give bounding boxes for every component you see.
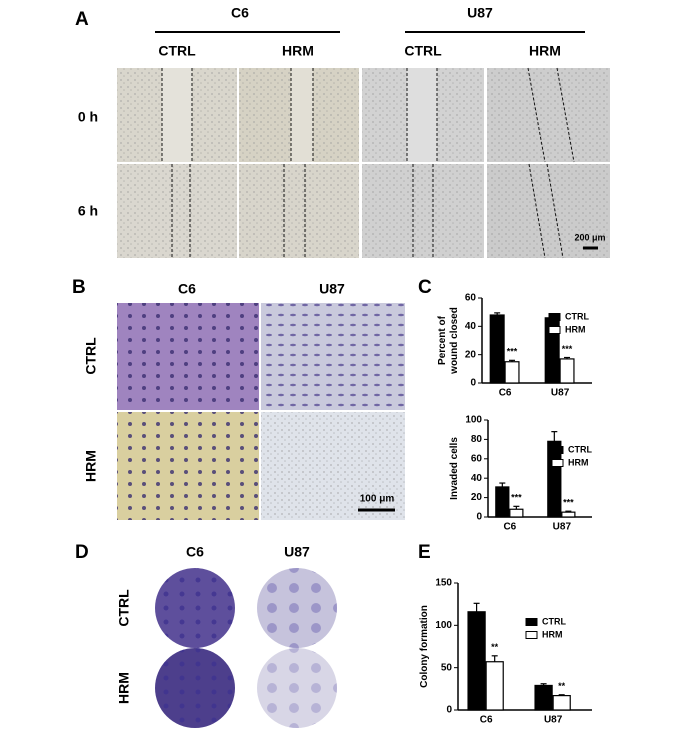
legend-label: CTRL [542,616,566,626]
error-bar [473,602,480,612]
bar [561,511,576,518]
row-label: HRM [83,450,99,482]
y-tick-label: 100 [465,415,482,426]
column-label: U87 [284,544,310,560]
column-label: C6 [186,544,204,560]
legend-label: HRM [568,457,589,467]
panel-label: D [75,542,89,563]
error-bar [564,356,571,359]
condition-label: HRM [529,43,561,59]
legend-swatch [548,313,561,321]
y-tick-label: 0 [476,512,482,523]
error-bar [499,482,506,487]
y-axis-label-line: Colony formation [419,605,430,688]
scale-label: 200 μm [574,232,605,242]
y-axis-label: Colony formation [419,605,430,688]
y-tick-label: 20 [465,349,477,360]
y-axis-label: Invaded cells [449,437,460,500]
row-label: CTRL [116,589,132,627]
column-label: U87 [319,281,345,297]
legend-label: HRM [565,324,586,334]
x-tick-label: U87 [544,715,563,726]
wound-images [117,31,610,259]
legend-swatch [525,618,538,626]
y-axis-label-line: Percent of [437,315,448,365]
time-label: 0 h [78,109,98,125]
colony-plates [155,568,337,728]
scale-label: 100 μm [360,494,395,505]
y-tick-label: 60 [465,293,477,304]
y-tick-label: 40 [471,473,483,484]
x-tick-label: C6 [499,388,512,399]
invasion-images [117,303,405,520]
x-tick-label: C6 [480,715,493,726]
legend-swatch [525,631,538,639]
panel-label: E [418,542,431,563]
bar [509,508,524,518]
significance-marker: *** [563,498,574,508]
error-bar [513,505,520,510]
legend-swatch [551,446,564,454]
bar [467,611,486,711]
y-tick-label: 0 [446,705,452,716]
y-tick-label: 150 [435,578,452,589]
legend-label: HRM [542,629,563,639]
y-axis-label-line: wound closed [449,307,460,375]
y-tick-label: 60 [471,453,483,464]
y-tick-label: 40 [465,321,477,332]
error-bar [509,359,516,362]
condition-label: CTRL [404,43,442,59]
y-tick-label: 50 [441,662,453,673]
bar [485,661,504,711]
significance-marker: ** [558,681,566,691]
legend-label: CTRL [565,311,589,321]
significance-marker: *** [562,344,573,354]
significance-marker: *** [507,347,518,357]
error-bar [540,683,547,686]
column-label: C6 [178,281,196,297]
error-bar [565,510,572,513]
y-axis-label-line: Invaded cells [449,437,460,500]
bar [504,361,520,384]
x-tick-label: U87 [551,388,570,399]
time-label: 6 h [78,203,98,219]
legend-swatch [551,459,564,467]
significance-marker: ** [491,642,499,652]
row-label: CTRL [83,337,99,375]
group-label: U87 [467,5,493,21]
y-axis-label: Percent ofwound closed [437,307,460,375]
panel-label: A [75,9,89,30]
y-tick-label: 100 [435,620,452,631]
y-tick-label: 0 [470,378,476,389]
group-label: C6 [231,5,249,21]
bar [495,486,510,518]
bar [534,684,553,711]
condition-label: HRM [282,43,314,59]
row-label: HRM [116,672,132,704]
error-bar [558,694,565,696]
error-bar [494,312,501,315]
condition-label: CTRL [158,43,196,59]
y-tick-label: 20 [471,492,483,503]
x-tick-label: U87 [553,522,572,533]
bar [552,695,571,711]
y-tick-label: 80 [471,434,483,445]
panel-label: C [418,277,432,298]
error-bar [551,431,558,442]
error-bar [491,655,498,662]
bar [489,314,505,384]
significance-marker: *** [511,493,522,503]
x-tick-label: C6 [503,522,516,533]
legend-swatch [548,326,561,334]
panel-label: B [72,277,86,298]
legend-label: CTRL [568,444,592,454]
bar [559,358,575,384]
